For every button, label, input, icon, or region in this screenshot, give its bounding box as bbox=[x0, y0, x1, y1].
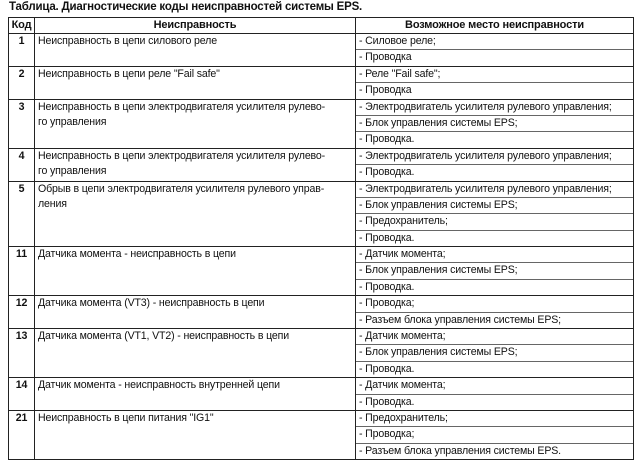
table-row: 1 Неисправность в цепи силового реле - Сил… bbox=[8, 33, 634, 67]
code-cell: 14 bbox=[8, 377, 35, 411]
code-cell: 12 bbox=[8, 295, 35, 330]
fault-line: Неисправность в цепи электродвигателя ус… bbox=[38, 149, 326, 162]
table-row: 11 Датчика момента - неисправность в цепи… bbox=[8, 246, 634, 297]
fault-line: Неисправность в цепи питания "IG1" bbox=[38, 411, 214, 424]
place-cell: - Датчик момента; - Проводка. bbox=[355, 377, 634, 411]
place-line: - Электродвигатель усилителя рулевого уп… bbox=[356, 149, 633, 166]
place-cell: - Проводка; - Разъем блока управления сис… bbox=[355, 295, 634, 330]
place-line: - Электродвигатель усилителя рулевого уп… bbox=[356, 182, 633, 198]
table-header-row: Код Неисправность Возможное место неиспр… bbox=[8, 17, 634, 34]
place-line: - Проводка; bbox=[356, 427, 633, 444]
fault-cell: Датчика момента (VT3) - неисправность в … bbox=[34, 295, 356, 330]
place-line: - Проводка. bbox=[359, 280, 415, 293]
header-place: Возможное место неисправности bbox=[355, 17, 634, 34]
code-cell: 11 bbox=[8, 246, 35, 297]
place-cell: - Датчик момента; - Блок управления систе… bbox=[355, 246, 634, 297]
place-line: - Проводка; bbox=[356, 296, 633, 313]
place-line: - Проводка. bbox=[359, 166, 415, 179]
fault-line: Датчик момента - неисправность внутренне… bbox=[38, 379, 280, 392]
table-row: 4 Неисправность в цепи электродвигателя у… bbox=[8, 147, 634, 182]
place-line: - Проводка. bbox=[359, 231, 415, 244]
place-line: - Проводка. bbox=[359, 362, 415, 375]
fault-line: Обрыв в цепи электродвигателя усилителя … bbox=[38, 182, 325, 195]
place-line: - Блок управления системы EPS; bbox=[356, 345, 633, 362]
code-cell: 21 bbox=[8, 409, 35, 460]
place-cell: - Реле "Fail safe"; - Проводка bbox=[355, 65, 634, 100]
code-cell: 3 bbox=[8, 98, 35, 149]
place-cell: - Электродвигатель усилителя рулевого уп… bbox=[355, 147, 634, 182]
fault-cell: Неисправность в цепи электродвигателя ус… bbox=[34, 147, 356, 182]
place-cell: - Силовое реле; - Проводка bbox=[355, 33, 634, 67]
header-fault: Неисправность bbox=[34, 17, 356, 34]
code-cell: 1 bbox=[8, 33, 35, 67]
place-line: - Силовое реле; bbox=[356, 34, 633, 51]
diagnostic-codes-table: Код Неисправность Возможное место неиспр… bbox=[8, 17, 634, 460]
place-line: - Датчик момента; bbox=[356, 329, 633, 346]
fault-line: ления bbox=[38, 197, 67, 210]
place-line: - Реле "Fail safe"; bbox=[356, 67, 633, 84]
place-cell: - Датчик момента; - Блок управления систе… bbox=[355, 328, 634, 379]
header-code: Код bbox=[8, 17, 35, 34]
place-line: - Проводка bbox=[359, 84, 412, 97]
table-row: 13 Датчика момента (VT1, VT2) - неисправн… bbox=[8, 328, 634, 379]
fault-cell: Датчика момента (VT1, VT2) - неисправнос… bbox=[34, 328, 356, 379]
place-line: - Блок управления системы EPS; bbox=[356, 263, 633, 280]
place-line: - Разъем блока управления системы EPS. bbox=[359, 444, 561, 457]
table-row: 5 Обрыв в цепи электродвигателя усилителя… bbox=[8, 180, 634, 248]
fault-line: го управления bbox=[38, 165, 107, 178]
place-line: - Датчик момента; bbox=[356, 378, 633, 395]
fault-cell: Датчика момента - неисправность в цепи bbox=[34, 246, 356, 297]
code-cell: 5 bbox=[8, 180, 35, 248]
fault-cell: Обрыв в цепи электродвигателя усилителя … bbox=[34, 180, 356, 248]
fault-line: Неисправность в цепи электродвигателя ус… bbox=[38, 100, 326, 113]
place-line: - Предохранитель; bbox=[356, 411, 633, 428]
place-cell: - Электродвигатель усилителя рулевого уп… bbox=[355, 98, 634, 149]
fault-line: Датчика момента (VT1, VT2) - неисправнос… bbox=[38, 330, 289, 343]
code-cell: 4 bbox=[8, 147, 35, 182]
fault-line: Датчика момента - неисправность в цепи bbox=[38, 248, 236, 261]
fault-cell: Неисправность в цепи питания "IG1" bbox=[34, 409, 356, 460]
place-line: - Проводка. bbox=[359, 395, 415, 408]
table-row: 14 Датчик момента - неисправность внутрен… bbox=[8, 377, 634, 411]
place-line: - Предохранитель; bbox=[356, 214, 633, 231]
place-cell: - Предохранитель; - Проводка; - Разъем бло… bbox=[355, 409, 634, 460]
fault-cell: Неисправность в цепи электродвигателя ус… bbox=[34, 98, 356, 149]
place-cell: - Электродвигатель усилителя рулевого уп… bbox=[355, 180, 634, 248]
table-row: 21 Неисправность в цепи питания "IG1" - Пр… bbox=[8, 409, 634, 460]
place-line: - Электродвигатель усилителя рулевого уп… bbox=[356, 100, 633, 116]
fault-line: Неисправность в цепи силового реле bbox=[38, 35, 217, 47]
place-line: - Проводка. bbox=[359, 133, 415, 146]
fault-cell: Датчик момента - неисправность внутренне… bbox=[34, 377, 356, 411]
code-cell: 13 bbox=[8, 328, 35, 379]
fault-line: го управления bbox=[38, 115, 107, 128]
table-row: 2 Неисправность в цепи реле "Fail safe" - … bbox=[8, 65, 634, 100]
fault-cell: Неисправность в цепи реле "Fail safe" bbox=[34, 65, 356, 100]
place-line: - Проводка bbox=[359, 51, 412, 64]
fault-line: Неисправность в цепи реле "Fail safe" bbox=[38, 67, 220, 80]
place-line: - Датчик момента; bbox=[356, 247, 633, 264]
place-line: - Блок управления системы EPS; bbox=[356, 198, 633, 215]
table-row: 3 Неисправность в цепи электродвигателя у… bbox=[8, 98, 634, 149]
table-row: 12 Датчика момента (VT3) - неисправность … bbox=[8, 295, 634, 330]
table-title: Таблица. Диагностические коды неисправно… bbox=[9, 1, 363, 13]
code-cell: 2 bbox=[8, 65, 35, 100]
fault-line: Датчика момента (VT3) - неисправность в … bbox=[38, 297, 265, 310]
place-line: - Разъем блока управления системы EPS; bbox=[359, 313, 561, 326]
place-line: - Блок управления системы EPS; bbox=[356, 116, 633, 133]
fault-cell: Неисправность в цепи силового реле bbox=[34, 33, 356, 67]
